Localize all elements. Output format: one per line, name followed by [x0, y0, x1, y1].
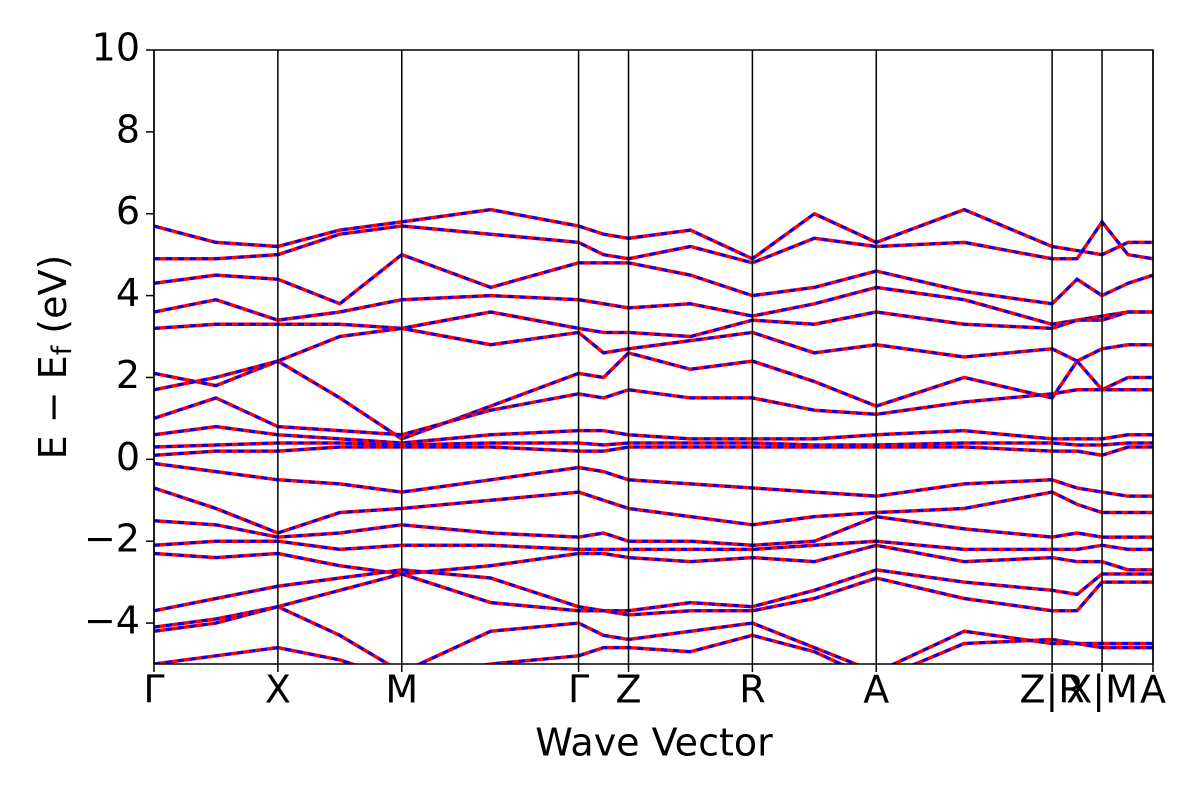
y-tick-label: −2 [84, 517, 140, 561]
x-tick-label: X [265, 668, 291, 712]
y-label-sub: f [47, 344, 78, 355]
band [154, 461, 1153, 498]
band [154, 220, 1153, 265]
x-tick-label: Z|R [1019, 668, 1084, 713]
x-tick-label: A [863, 668, 889, 712]
band [154, 351, 1153, 441]
band-dashed [154, 515, 1153, 547]
y-tick-label: 4 [116, 271, 140, 315]
band-dashed [154, 425, 1153, 445]
band-dashed [154, 441, 1153, 449]
y-label-part: (eV) [31, 255, 75, 346]
band-dashed [154, 208, 1153, 261]
y-tick-label: 2 [116, 353, 140, 397]
band-dashed [154, 285, 1153, 326]
x-tick-label: M [385, 668, 418, 712]
y-label-part: E − E [31, 355, 75, 459]
band [154, 445, 1153, 457]
x-tick-label: X|M [1066, 668, 1138, 713]
band-dashed [154, 219, 1153, 265]
y-tick-label: 8 [116, 107, 140, 151]
band-dashed [154, 605, 1153, 664]
band [154, 514, 1153, 548]
band-dashed [154, 486, 1153, 535]
x-tick-label: Z [616, 668, 642, 712]
bands [154, 207, 1153, 664]
band [154, 486, 1153, 535]
plot-frame [153, 49, 1154, 665]
y-tick-label: 10 [92, 26, 140, 70]
x-axis-label: Wave Vector [535, 721, 773, 765]
band-dashed [154, 310, 1153, 339]
band [154, 604, 1153, 664]
band-dashed [154, 543, 1153, 576]
y-tick-label: 0 [116, 435, 140, 479]
band-dashed [154, 388, 1153, 437]
band [154, 572, 1153, 629]
y-tick-label: 6 [116, 189, 140, 233]
band-dashed [154, 461, 1153, 498]
x-tick-label: Γ [143, 668, 164, 712]
band-dashed [154, 252, 1153, 306]
band-dashed [154, 568, 1153, 613]
x-tick-label: R [739, 668, 765, 712]
band-dashed [154, 539, 1153, 551]
band-dashed [154, 633, 1153, 664]
y-tick-label: −4 [84, 599, 140, 643]
x-tick-label: Γ [568, 668, 589, 712]
y-axis-label: E − Ef (eV) [31, 255, 78, 460]
x-tick-label: A [1140, 668, 1166, 712]
band-dashed [154, 351, 1153, 441]
